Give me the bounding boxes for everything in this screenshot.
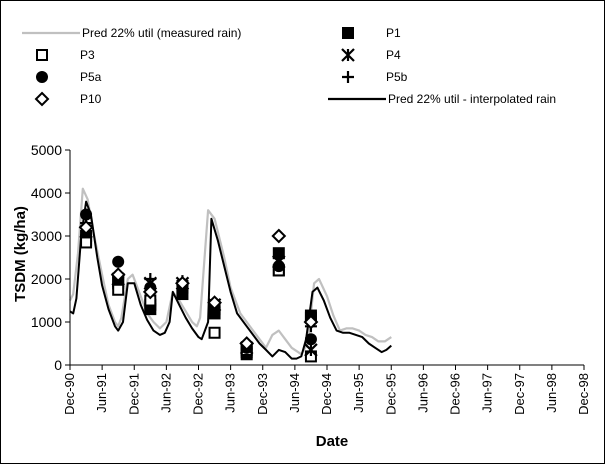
x-tick-label: Jun-96: [415, 373, 430, 413]
legend-label: P10: [80, 92, 102, 106]
x-tick-label: Dec-91: [126, 373, 141, 415]
data-point-p5a: [112, 255, 125, 268]
x-tick-label: Dec-98: [576, 373, 591, 415]
legend-entry-p10: P10: [34, 91, 102, 107]
data-point-p5b: [272, 251, 285, 264]
legend-entry-pred-22-util-interpolated-rain: Pred 22% util - interpolated rain: [328, 92, 556, 106]
axes: 0 1000 2000 3000 4000 5000 Dec-90 Jun-91 Dec-91 J…: [31, 142, 591, 415]
data-point-p10: [78, 219, 94, 235]
legend-entry-p5b: P5b: [342, 70, 408, 84]
legend-entry-p3: P3: [36, 48, 95, 62]
x-tick-label: Jun-95: [351, 373, 366, 413]
x-tick-label: Dec-95: [383, 373, 398, 415]
y-tick-label: 1000: [31, 314, 62, 330]
legend-swatch-marker: [36, 71, 48, 83]
legend-label: P5a: [80, 70, 102, 84]
data-point-p10: [142, 284, 158, 300]
data-point-p3: [208, 326, 221, 339]
legend-label: P1: [386, 26, 401, 40]
y-axis-title: TSDM (kg/ha): [12, 206, 29, 302]
x-tick-label: Dec-92: [191, 373, 206, 415]
legend-swatch-marker: [341, 48, 355, 62]
y-tick-label: 0: [54, 357, 62, 373]
x-tick-label: Dec-94: [319, 373, 334, 415]
data-point-p5a: [304, 333, 317, 346]
legend-entry-p4: P4: [341, 48, 401, 62]
data-point-p10: [175, 275, 190, 291]
x-tick-label: Jun-92: [158, 373, 173, 413]
data-point-p3: [80, 236, 93, 249]
data-point-p5a: [80, 208, 93, 221]
x-tick-label: Jun-97: [480, 373, 495, 413]
data-point-p10: [207, 295, 222, 311]
legend: Pred 22% util (measured rain) Pred 22% ut…: [22, 26, 556, 107]
series-line-pred-22-util-measured-rain: [69, 187, 392, 356]
plot-area: [69, 187, 392, 363]
data-point-p4: [304, 343, 318, 357]
data-point-p5a: [272, 260, 285, 273]
y-tick-label: 2000: [31, 271, 62, 287]
y-tick-label: 3000: [31, 228, 62, 244]
legend-label: P4: [386, 48, 401, 62]
legend-entry-p5a: P5a: [36, 70, 102, 84]
legend-swatch-marker: [36, 49, 48, 61]
legend-label: P5b: [386, 70, 408, 84]
legend-swatch-marker: [342, 71, 354, 83]
legend-entry-pred-22-util-measured-rain: Pred 22% util (measured rain): [22, 26, 241, 40]
data-point-p5b: [144, 273, 157, 285]
legend-label: Pred 22% util (measured rain): [82, 26, 241, 40]
x-tick-label: Jun-93: [223, 373, 238, 413]
legend-label: Pred 22% util - interpolated rain: [388, 92, 556, 106]
data-point-p3: [112, 283, 125, 296]
legend-swatch-marker: [342, 27, 354, 39]
x-tick-label: Dec-96: [448, 373, 463, 415]
y-tick-label: 4000: [31, 185, 62, 201]
data-point-p10: [303, 314, 319, 330]
x-axis-title: Date: [316, 433, 349, 450]
x-tick-label: Jun-98: [544, 373, 559, 413]
data-point-p10: [271, 228, 287, 244]
x-tick-label: Dec-90: [62, 373, 77, 415]
x-tick-label: Jun-91: [94, 373, 109, 413]
legend-swatch-marker: [34, 91, 50, 107]
x-tick-label: Dec-93: [255, 373, 270, 415]
x-tick-label: Dec-97: [512, 373, 527, 415]
legend-entry-p1: P1: [342, 26, 401, 40]
data-point-p10: [239, 336, 255, 351]
series-line-pred-22-util-interpolated-rain: [69, 200, 392, 360]
legend-label: P3: [80, 48, 95, 62]
data-point-p10: [110, 267, 126, 283]
x-tick-label: Jun-94: [287, 373, 302, 413]
y-tick-label: 5000: [31, 142, 62, 158]
